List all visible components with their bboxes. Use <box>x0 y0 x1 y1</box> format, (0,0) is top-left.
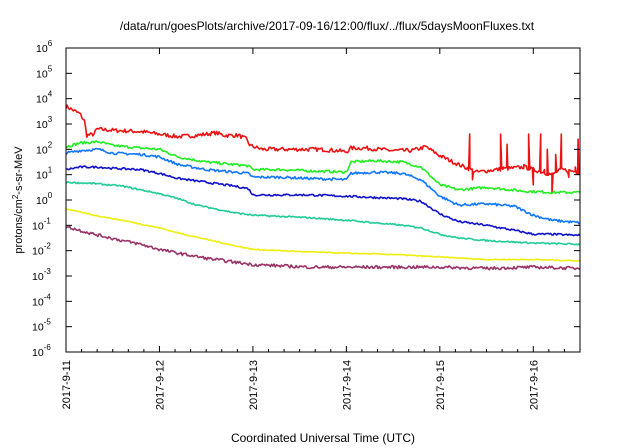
series-line <box>66 180 580 246</box>
y-tick-base: 10 <box>32 220 44 232</box>
chart-title: /data/run/goesPlots/archive/2017-09-16/1… <box>120 19 535 33</box>
y-tick-exponent: 6 <box>48 39 53 48</box>
y-axis: 10-610-510-410-310-210-11001011021031041… <box>32 39 580 359</box>
y-tick-exponent: 2 <box>48 140 53 149</box>
y-tick-exponent: -4 <box>44 292 52 301</box>
series-line <box>66 208 580 262</box>
y-tick-label: 10-6 <box>32 343 51 359</box>
y-tick-base: 10 <box>36 144 48 156</box>
y-tick-label: 10-5 <box>32 318 51 334</box>
y-tick-label: 100 <box>36 191 53 207</box>
y-axis-label: protons/cm2-s-sr-MeV <box>11 146 25 254</box>
y-tick-label: 101 <box>36 166 53 182</box>
y-tick-exponent: 3 <box>48 115 53 124</box>
y-axis-label-prefix: protons/cm <box>13 199 25 253</box>
series-line <box>66 104 580 194</box>
y-tick-label: 10-4 <box>32 292 51 308</box>
y-tick-exponent: 4 <box>48 90 53 99</box>
x-tick-label: 2017-9-16 <box>528 360 540 410</box>
y-tick-base: 10 <box>36 195 48 207</box>
x-tick-label: 2017-9-15 <box>435 360 447 410</box>
y-tick-base: 10 <box>36 43 48 55</box>
y-tick-base: 10 <box>36 94 48 106</box>
y-tick-exponent: 5 <box>48 64 53 73</box>
x-tick-label: 2017-9-11 <box>61 360 73 409</box>
series-line <box>66 140 580 195</box>
x-tick-label: 2017-9-12 <box>154 360 166 410</box>
y-axis-label-suffix: -s-sr-MeV <box>13 146 25 195</box>
y-tick-exponent: -6 <box>44 343 52 352</box>
y-tick-label: 10-3 <box>32 267 51 283</box>
x-axis: 2017-9-11 2017-9-12 2017-9-13 2017-9-14 2017… <box>61 48 581 410</box>
y-tick-label: 102 <box>36 140 53 156</box>
y-tick-label: 105 <box>36 64 53 80</box>
y-tick-label: 10-1 <box>32 216 51 232</box>
y-tick-base: 10 <box>32 322 44 334</box>
y-tick-base: 10 <box>32 296 44 308</box>
y-tick-label: 106 <box>36 39 53 55</box>
y-axis-label-sup: 2 <box>11 194 20 199</box>
series-layer <box>66 104 580 271</box>
plot-frame <box>65 47 581 353</box>
y-tick-exponent: -2 <box>44 242 52 251</box>
y-tick-base: 10 <box>32 246 44 258</box>
y-tick-label: 103 <box>36 115 53 131</box>
y-tick-exponent: 1 <box>48 166 53 175</box>
y-tick-base: 10 <box>32 347 44 359</box>
y-tick-base: 10 <box>36 119 48 131</box>
x-axis-label: Coordinated Universal Time (UTC) <box>231 431 415 445</box>
y-tick-exponent: -3 <box>44 267 52 276</box>
series-line <box>66 225 580 271</box>
series-line <box>66 147 580 225</box>
y-tick-label: 104 <box>36 90 53 106</box>
x-tick-label: 2017-9-14 <box>341 360 353 410</box>
y-tick-exponent: -5 <box>44 318 52 327</box>
series-line <box>66 165 580 237</box>
y-tick-exponent: -1 <box>44 216 52 225</box>
y-tick-label: 10-2 <box>32 242 51 258</box>
y-tick-base: 10 <box>36 68 48 80</box>
y-tick-base: 10 <box>32 271 44 283</box>
y-tick-exponent: 0 <box>48 191 53 200</box>
x-tick-label: 2017-9-13 <box>248 360 260 410</box>
y-tick-base: 10 <box>36 170 48 182</box>
